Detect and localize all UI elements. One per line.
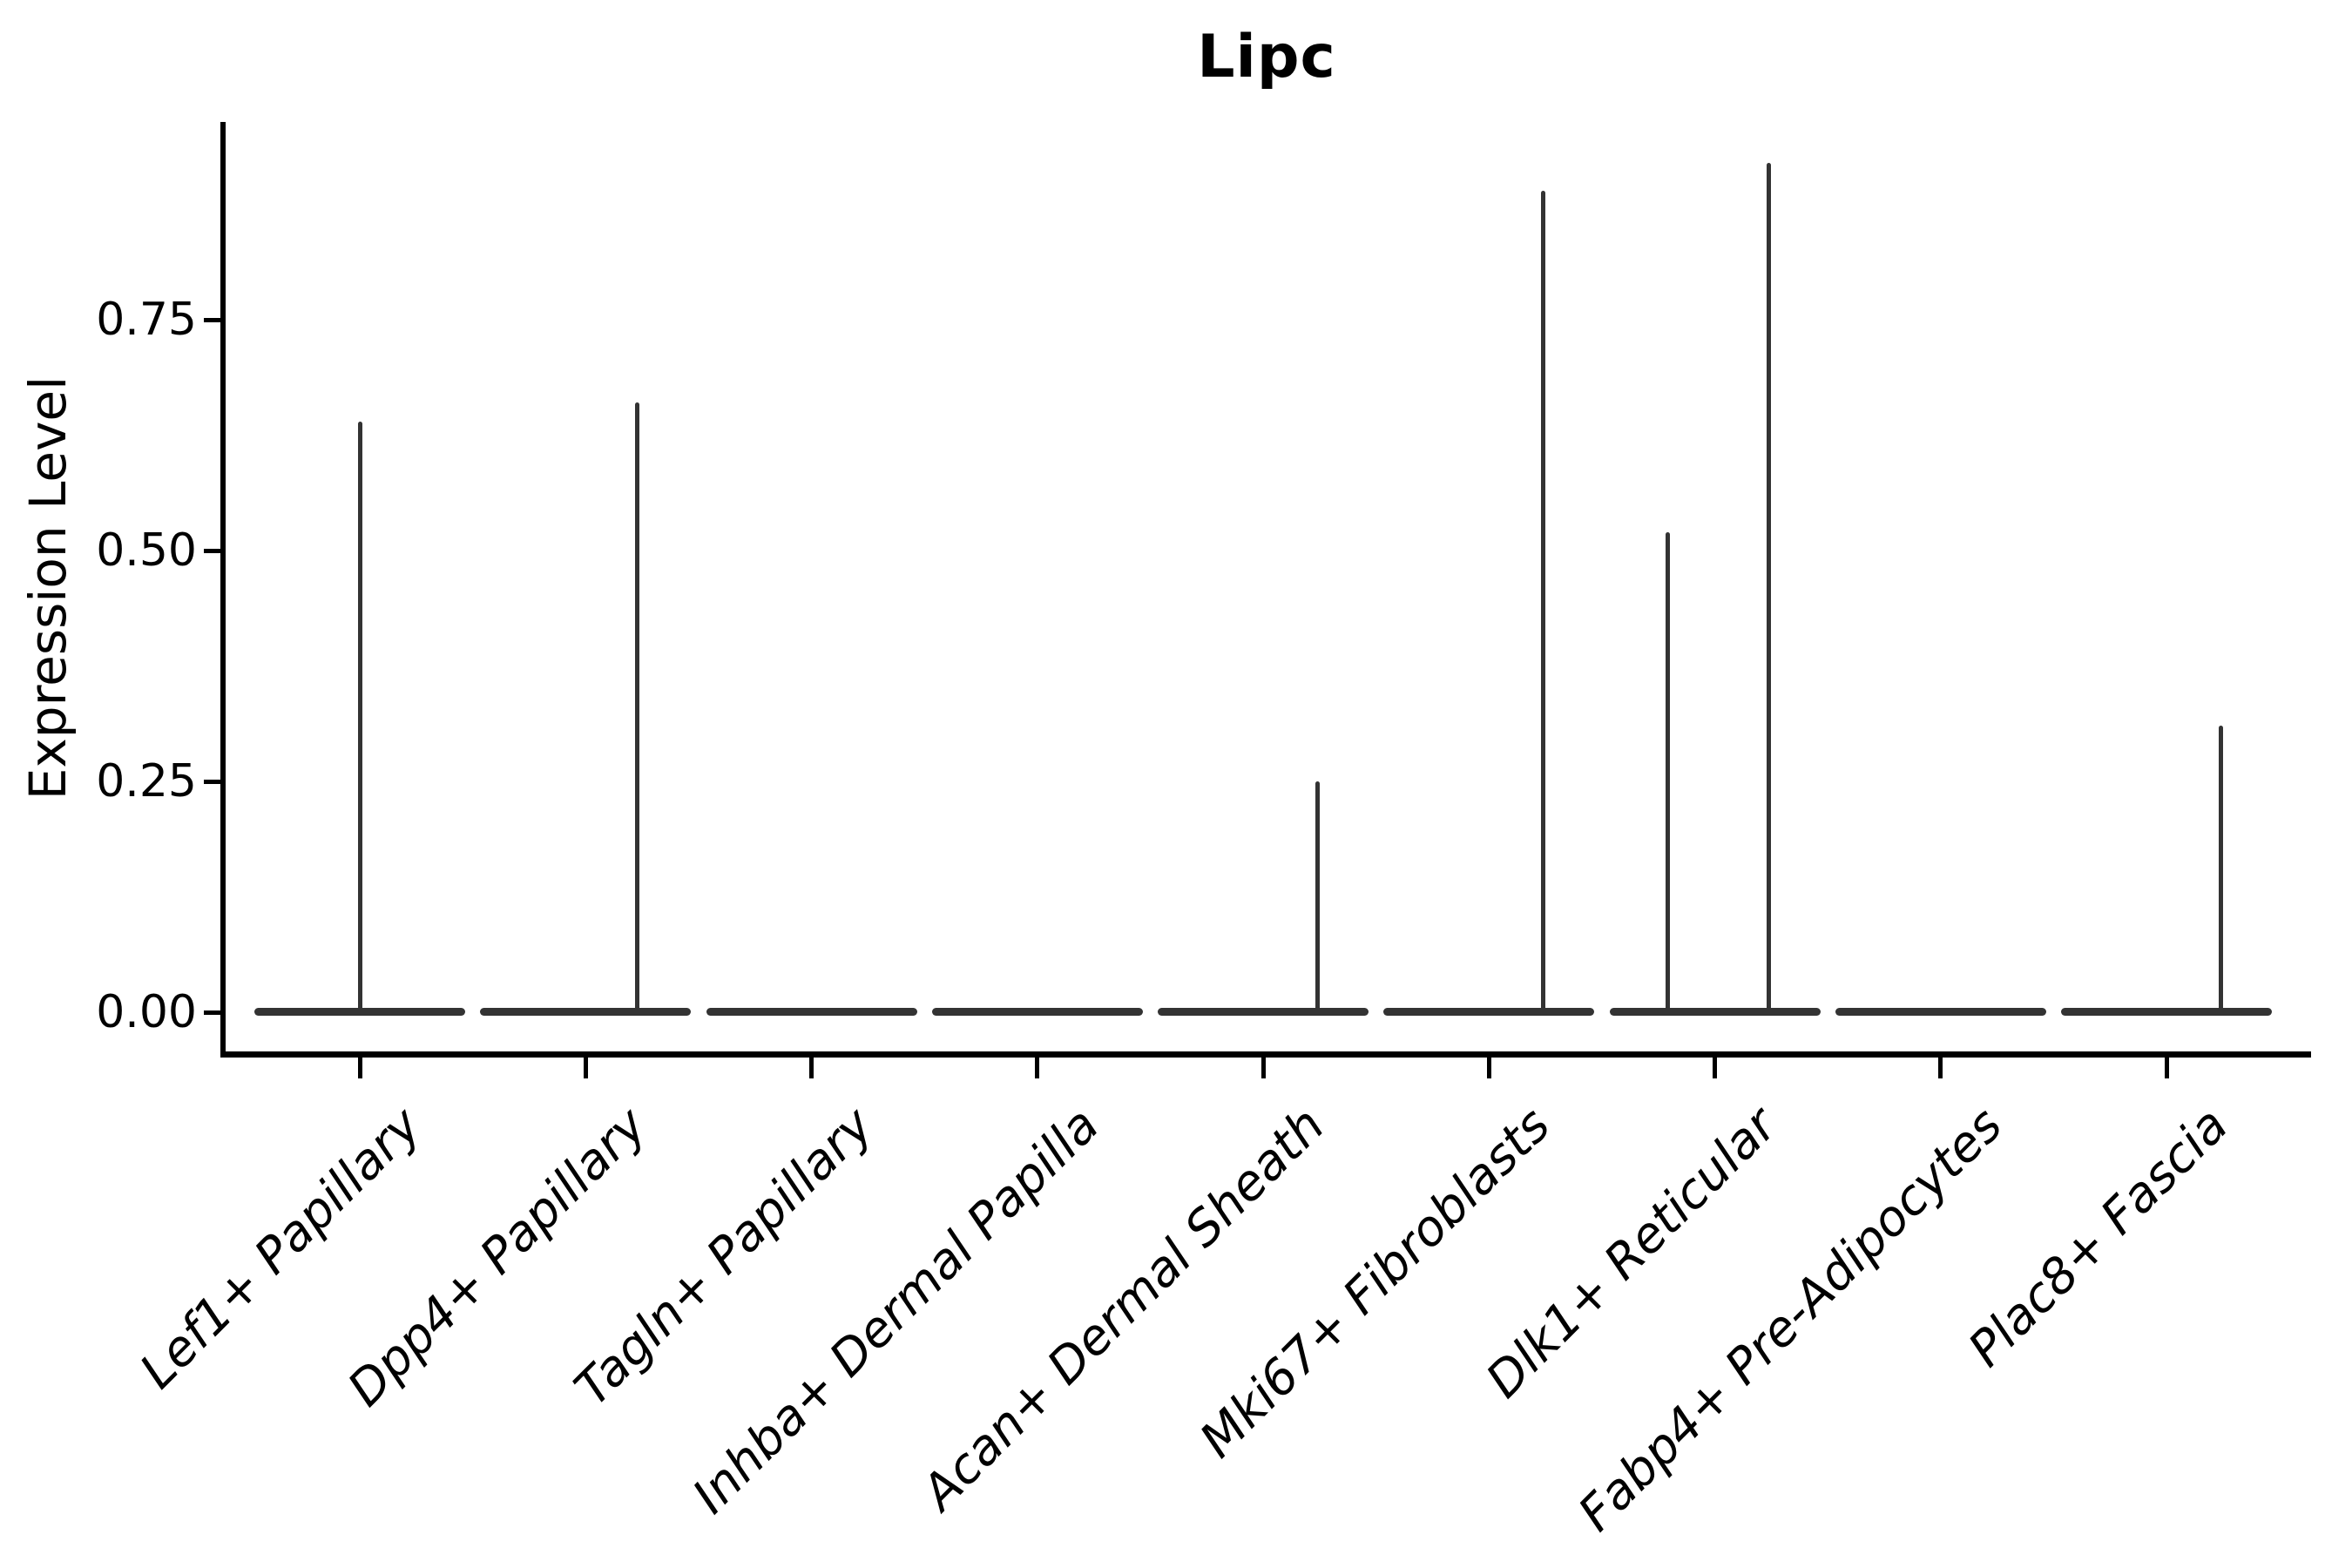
x-tick-mark	[2164, 1056, 2169, 1078]
x-tick-mark	[1486, 1056, 1491, 1078]
y-tick-mark	[204, 317, 223, 322]
violin-spike	[1315, 781, 1320, 1015]
y-tick-mark	[204, 779, 223, 784]
x-tick-mark	[1260, 1056, 1266, 1078]
chart-title: Lipc	[1197, 23, 1336, 91]
y-tick-label: 0.00	[96, 986, 197, 1038]
violin-spike	[357, 421, 362, 1015]
y-tick-mark	[204, 548, 223, 553]
x-tick-mark	[583, 1056, 588, 1078]
violin-baseline	[1383, 1008, 1595, 1016]
violin-spike	[1540, 190, 1545, 1015]
x-tick-label: Lef1+ Papillary	[129, 1097, 433, 1400]
violin-spike	[1665, 531, 1670, 1015]
x-axis-spine	[220, 1051, 2311, 1058]
y-tick-label: 0.25	[96, 755, 197, 808]
violin-spike	[635, 402, 640, 1015]
violin-baseline	[480, 1008, 692, 1016]
violin-spike	[1767, 162, 1772, 1015]
violin-baseline	[2061, 1008, 2272, 1016]
y-axis-title: Expression Level	[18, 375, 78, 801]
violin-spike	[2218, 726, 2223, 1015]
x-tick-mark	[357, 1056, 362, 1078]
violin-baseline	[706, 1008, 917, 1016]
y-axis-spine	[220, 122, 226, 1058]
x-tick-mark	[809, 1056, 814, 1078]
x-tick-mark	[1035, 1056, 1040, 1078]
violin-baseline	[1609, 1008, 1821, 1016]
violin-baseline	[1158, 1008, 1369, 1016]
y-tick-label: 0.50	[96, 524, 197, 577]
x-tick-mark	[1938, 1056, 1943, 1078]
violin-baseline	[931, 1008, 1143, 1016]
x-tick-mark	[1713, 1056, 1717, 1078]
y-axis-title-wrap: Expression Level	[9, 122, 87, 1054]
y-tick-label: 0.75	[96, 294, 197, 346]
y-tick-mark	[204, 1010, 223, 1015]
violin-baseline	[1835, 1008, 2046, 1016]
